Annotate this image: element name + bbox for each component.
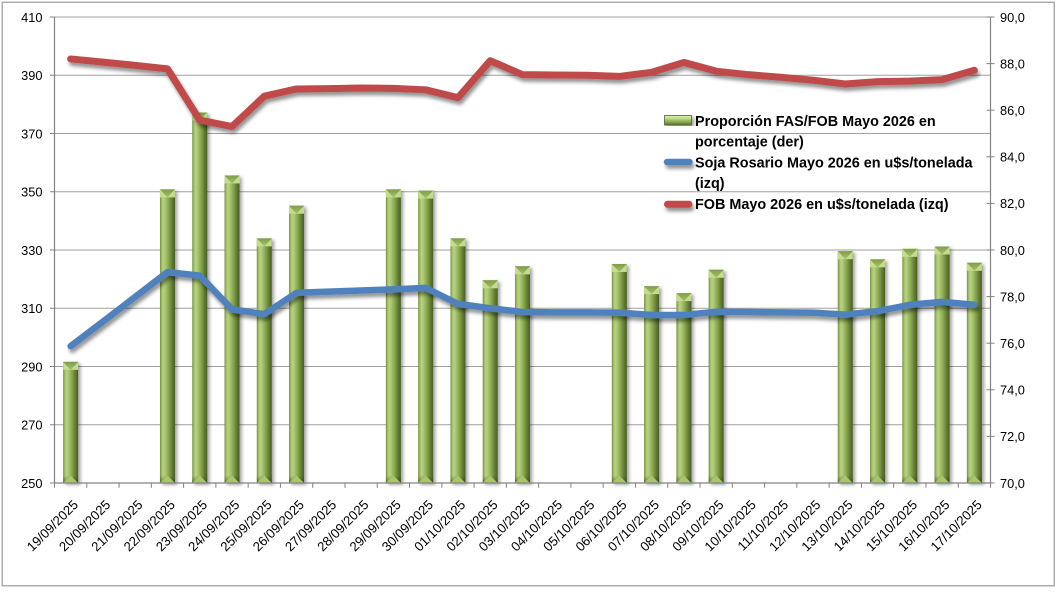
svg-text:330: 330 bbox=[21, 243, 42, 258]
svg-text:410: 410 bbox=[21, 10, 42, 25]
svg-text:270: 270 bbox=[21, 418, 42, 433]
svg-text:350: 350 bbox=[21, 185, 42, 200]
svg-text:76,0: 76,0 bbox=[1000, 336, 1025, 351]
svg-text:250: 250 bbox=[21, 476, 42, 491]
svg-text:80,0: 80,0 bbox=[1000, 243, 1025, 258]
svg-text:370: 370 bbox=[21, 126, 42, 141]
svg-text:84,0: 84,0 bbox=[1000, 150, 1025, 165]
svg-text:74,0: 74,0 bbox=[1000, 383, 1025, 398]
svg-text:78,0: 78,0 bbox=[1000, 289, 1025, 304]
svg-text:72,0: 72,0 bbox=[1000, 429, 1025, 444]
svg-text:porcentaje (der): porcentaje (der) bbox=[695, 135, 804, 151]
svg-text:310: 310 bbox=[21, 301, 42, 316]
svg-text:70,0: 70,0 bbox=[1000, 476, 1025, 491]
svg-text:390: 390 bbox=[21, 68, 42, 83]
svg-text:86,0: 86,0 bbox=[1000, 103, 1025, 118]
svg-text:Soja Rosario Mayo 2026 en u$s/: Soja Rosario Mayo 2026 en u$s/tonelada bbox=[695, 155, 974, 171]
svg-text:290: 290 bbox=[21, 359, 42, 374]
svg-text:FOB Mayo 2026 en u$s/tonelada: FOB Mayo 2026 en u$s/tonelada (izq) bbox=[695, 197, 949, 213]
svg-text:Proporción FAS/FOB Mayo 2026 e: Proporción FAS/FOB Mayo 2026 en bbox=[695, 114, 936, 130]
svg-text:82,0: 82,0 bbox=[1000, 196, 1025, 211]
svg-text:88,0: 88,0 bbox=[1000, 56, 1025, 71]
svg-text:90,0: 90,0 bbox=[1000, 10, 1025, 25]
svg-text:(izq): (izq) bbox=[695, 176, 725, 192]
